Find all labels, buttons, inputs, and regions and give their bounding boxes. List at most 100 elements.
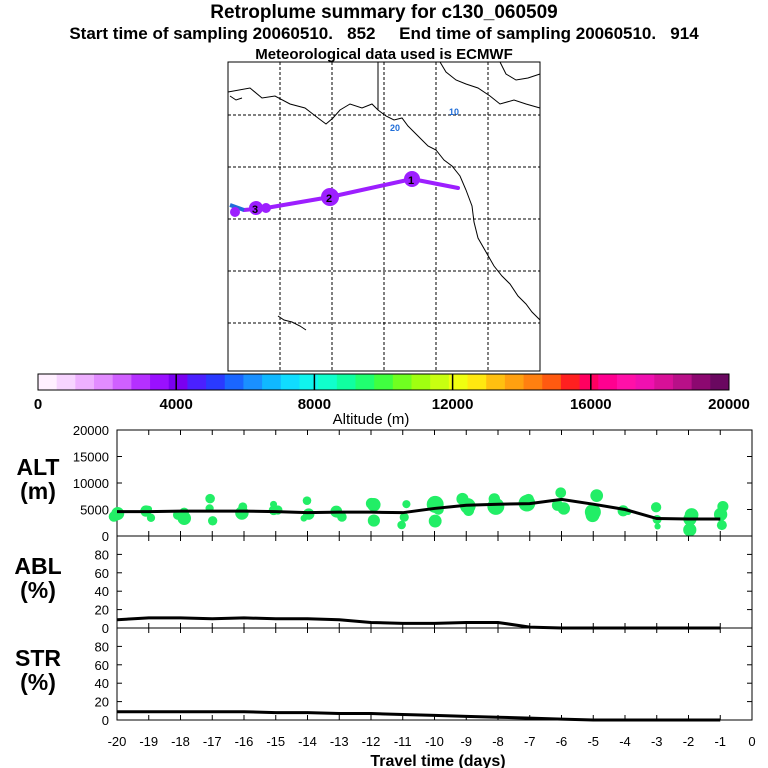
map-panel: 1 2 3 10 20 xyxy=(227,61,541,372)
y-axis-label: ALT xyxy=(16,454,59,480)
scatter-point xyxy=(399,512,409,522)
panel-abl: 0 20 40 60 80 ABL(%) xyxy=(14,535,753,636)
scatter-point xyxy=(590,489,604,502)
colorbar-swatch xyxy=(374,374,394,390)
x-tick-label: -10 xyxy=(425,734,444,749)
x-axis-label: Travel time (days) xyxy=(370,753,505,768)
x-tick-label: -19 xyxy=(139,734,158,749)
colorbar-swatch xyxy=(486,374,506,390)
map-gridlines xyxy=(228,62,540,371)
colorbar-swatch xyxy=(206,374,226,390)
colorbar-swatch xyxy=(504,374,525,390)
day-marker-3 xyxy=(249,201,263,215)
colorbar-swatch xyxy=(299,374,319,390)
y-tick-label: 0 xyxy=(102,621,109,636)
colorbar-swatch xyxy=(430,374,450,390)
y-tick-label: 15000 xyxy=(73,450,109,465)
scatter-point xyxy=(716,520,727,531)
colorbar-swatch xyxy=(448,374,469,390)
sampling-times: Start time of sampling 20060510. 852 End… xyxy=(0,24,768,44)
x-tick-label: -15 xyxy=(266,734,285,749)
y-axis-label: (m) xyxy=(20,478,56,504)
y-tick-label: 60 xyxy=(95,566,109,581)
day-marker-4 xyxy=(230,207,240,217)
x-tick-label: -12 xyxy=(362,734,381,749)
x-tick-label: -9 xyxy=(460,734,472,749)
panel-frame xyxy=(116,535,753,629)
colorbar-swatch xyxy=(224,374,244,390)
x-tick-label: -17 xyxy=(203,734,222,749)
coastlines xyxy=(227,61,541,331)
scatter-point xyxy=(428,514,442,528)
scatter-point xyxy=(551,499,564,511)
x-tick-label: -8 xyxy=(492,734,504,749)
colorbar-swatch xyxy=(150,374,170,390)
x-tick-label: -1 xyxy=(714,734,726,749)
colorbar-swatch xyxy=(187,374,207,390)
x-tick-label: -2 xyxy=(683,734,695,749)
colorbar-swatch xyxy=(542,374,562,390)
x-tick-label: -6 xyxy=(556,734,568,749)
scatter-point xyxy=(402,500,411,509)
scatter-point xyxy=(397,520,406,530)
scatter-point xyxy=(523,493,534,505)
scatter-point xyxy=(235,506,249,520)
x-tick-label: 0 xyxy=(748,734,755,749)
colorbar-swatch xyxy=(411,374,431,390)
panel-frame xyxy=(116,627,753,721)
x-tick-label: -7 xyxy=(524,734,536,749)
colorbar-swatch xyxy=(579,374,599,390)
y-axis-label: STR xyxy=(15,645,61,671)
y-axis-label: (%) xyxy=(20,577,56,603)
x-tick-label: -3 xyxy=(651,734,663,749)
y-tick-label: 0 xyxy=(102,713,109,728)
colorbar-tick-label: 8000 xyxy=(298,396,331,413)
colorbar-swatch xyxy=(710,374,730,390)
met-data-line: Meteorological data used is ECMWF xyxy=(255,46,513,63)
colorbar-tick-label: 0 xyxy=(34,396,42,413)
time-series-panels: 05000100001500020000ALT(m)020406080ABL(%… xyxy=(14,423,755,749)
scatter-point xyxy=(717,500,729,513)
colorbar-swatch xyxy=(691,374,711,390)
colorbar-swatch xyxy=(38,374,58,390)
y-tick-label: 80 xyxy=(95,639,109,654)
colorbar-swatch xyxy=(467,374,487,390)
panel-str: 0 20 40 60 80 STR(%) xyxy=(15,627,753,728)
chart-title: Retroplume summary for c130_060509 xyxy=(210,2,558,23)
series-line xyxy=(117,710,721,722)
colorbar-swatch xyxy=(280,374,300,390)
y-tick-label: 60 xyxy=(95,658,109,673)
colorbar-swatch xyxy=(94,374,114,390)
y-tick-label: 40 xyxy=(95,676,109,691)
x-tick-label: -4 xyxy=(619,734,631,749)
scatter-point xyxy=(302,496,312,505)
y-tick-label: 5000 xyxy=(80,503,109,518)
y-tick-label: 20 xyxy=(95,603,109,618)
colorbar-swatch xyxy=(262,374,282,390)
scatter-point xyxy=(683,523,697,537)
x-tick-label: -13 xyxy=(330,734,349,749)
colorbar-swatch xyxy=(243,374,263,390)
day-markers: 1 2 3 10 20 xyxy=(230,107,459,217)
end-time: End time of sampling 20060510. 914 xyxy=(399,24,699,43)
panel-alt: 0 5000 10000 15000 20000 ALT(m) xyxy=(16,423,753,544)
y-axis-label: ABL xyxy=(14,553,61,579)
y-axis-label: (%) xyxy=(20,669,56,695)
scatter-point xyxy=(367,514,380,527)
y-tick-label: 20000 xyxy=(73,423,109,438)
series-line xyxy=(117,497,721,521)
day-marker-1 xyxy=(404,171,420,187)
start-time: Start time of sampling 20060510. 852 xyxy=(69,24,376,43)
scatter-point xyxy=(651,502,662,513)
scatter-point xyxy=(269,500,278,508)
altitude-colorbar: 0 4000 8000 12000 16000 20000 xyxy=(34,373,750,413)
colorbar-swatch xyxy=(598,374,618,390)
colorbar-tick-label: 20000 xyxy=(708,396,750,413)
colorbar-swatch xyxy=(392,374,413,390)
scatter-point xyxy=(207,516,218,526)
colorbar-swatch xyxy=(355,374,375,390)
scatter-point xyxy=(555,487,567,499)
y-tick-label: 10000 xyxy=(73,476,109,491)
colorbar-swatch xyxy=(318,374,338,390)
